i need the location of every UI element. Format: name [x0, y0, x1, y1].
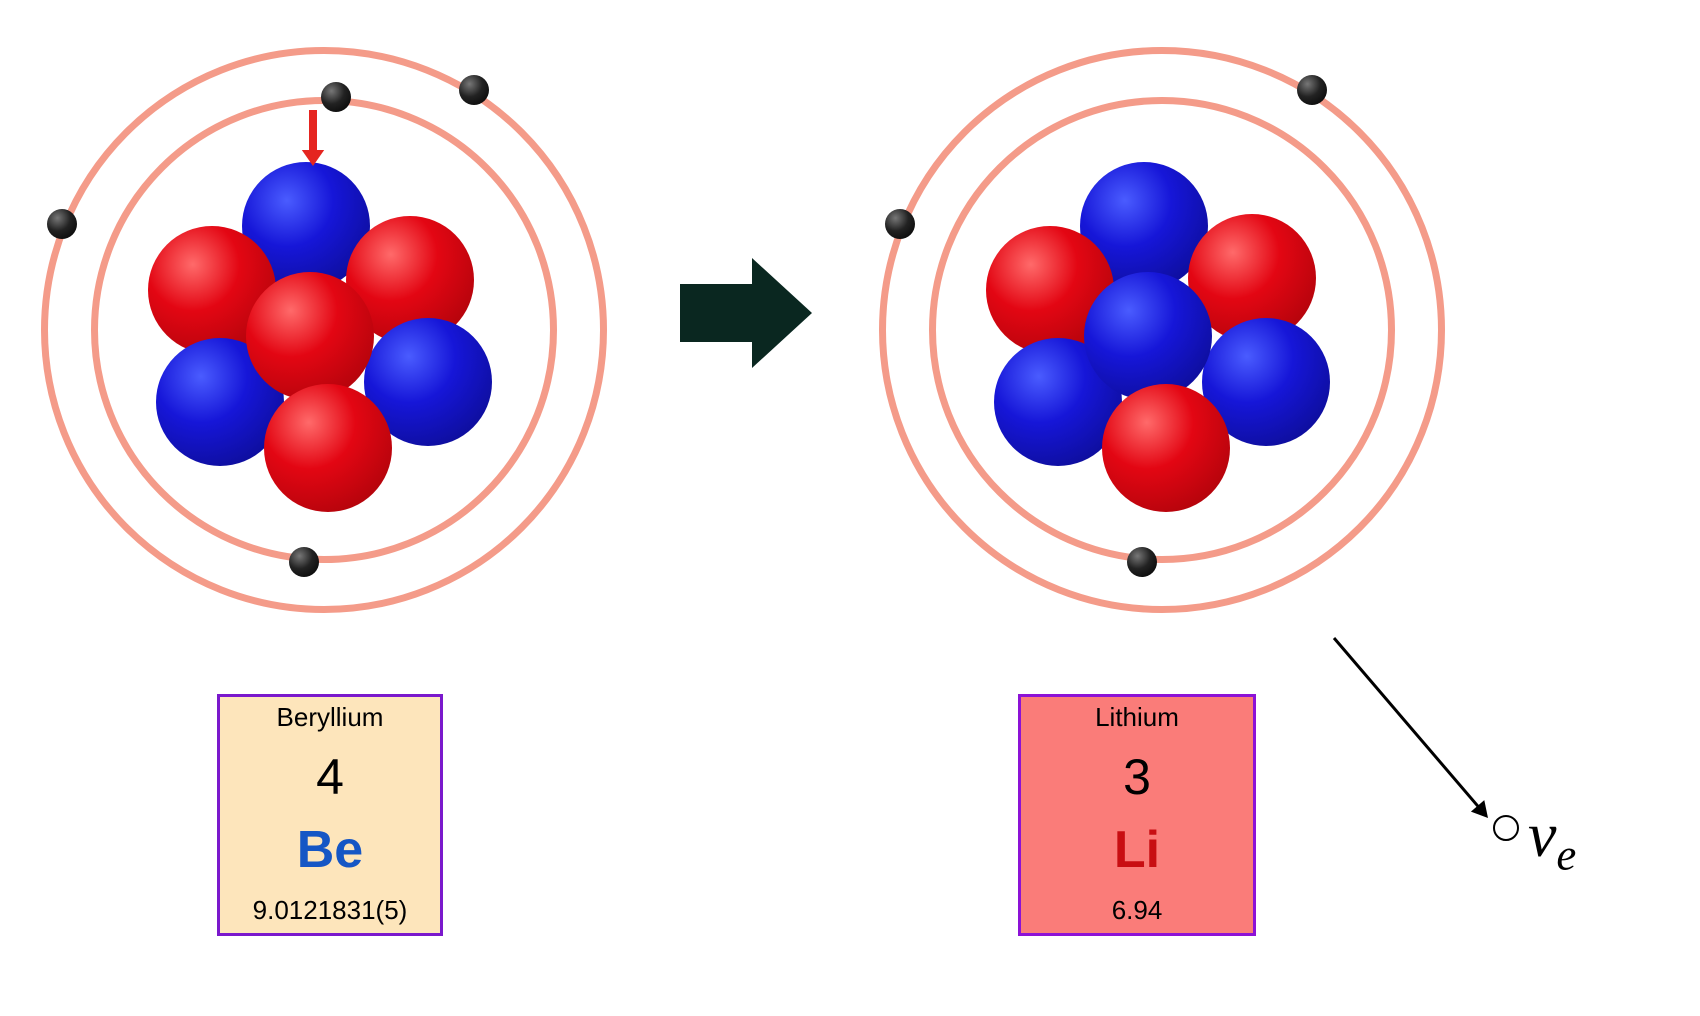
atomic-number: 3 — [1123, 751, 1151, 804]
proton — [1102, 384, 1230, 512]
neutrino-symbol: ν — [1528, 799, 1556, 870]
electron — [885, 209, 915, 239]
atomic-number: 4 — [316, 751, 344, 804]
transform-arrow-icon — [680, 258, 812, 368]
neutrino-particle — [1493, 815, 1519, 841]
neutron — [1084, 272, 1212, 400]
electron-capture-arrow-icon — [293, 106, 333, 186]
atomic-mass: 6.94 — [1112, 896, 1163, 925]
diagram-stage: νe Beryllium 4 Be 9.0121831(5) Lithium 3… — [0, 0, 1700, 1016]
electron — [1297, 75, 1327, 105]
element-name: Lithium — [1095, 703, 1179, 732]
neutrino-arrow-icon — [1314, 618, 1508, 838]
electron — [1127, 547, 1157, 577]
element-card-beryllium: Beryllium 4 Be 9.0121831(5) — [217, 694, 443, 936]
electron — [289, 547, 319, 577]
element-card-lithium: Lithium 3 Li 6.94 — [1018, 694, 1256, 936]
electron — [459, 75, 489, 105]
proton — [264, 384, 392, 512]
proton — [246, 272, 374, 400]
element-symbol: Be — [297, 823, 363, 878]
electron — [47, 209, 77, 239]
neutrino-label: νe — [1528, 798, 1576, 880]
neutrino-subscript: e — [1556, 829, 1576, 879]
element-name: Beryllium — [277, 703, 384, 732]
atomic-mass: 9.0121831(5) — [253, 896, 408, 925]
element-symbol: Li — [1114, 823, 1160, 878]
